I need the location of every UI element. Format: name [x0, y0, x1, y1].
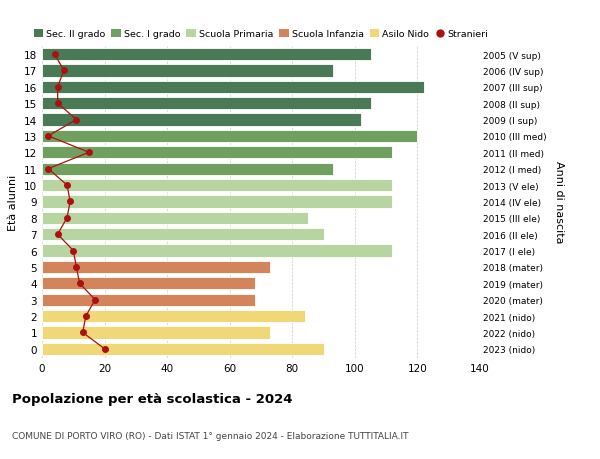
Bar [42, 278, 255, 290]
Bar [42, 81, 424, 94]
Bar [42, 163, 333, 175]
Bar [42, 147, 392, 159]
Bar [42, 310, 305, 323]
Legend: Sec. II grado, Sec. I grado, Scuola Primaria, Scuola Infanzia, Asilo Nido, Stran: Sec. II grado, Sec. I grado, Scuola Prim… [30, 26, 492, 43]
Y-axis label: Anni di nascita: Anni di nascita [554, 161, 563, 243]
Bar [42, 343, 323, 355]
Bar [42, 229, 323, 241]
Bar [42, 212, 308, 224]
Bar [42, 245, 392, 257]
Bar [42, 98, 371, 110]
Bar [42, 294, 255, 306]
Bar [42, 326, 271, 339]
Text: Popolazione per età scolastica - 2024: Popolazione per età scolastica - 2024 [12, 392, 293, 405]
Bar [42, 65, 333, 78]
Bar [42, 130, 418, 143]
Bar [42, 261, 271, 274]
Bar [42, 114, 361, 126]
Bar [42, 49, 371, 61]
Y-axis label: Età alunni: Età alunni [8, 174, 19, 230]
Text: COMUNE DI PORTO VIRO (RO) - Dati ISTAT 1° gennaio 2024 - Elaborazione TUTTITALIA: COMUNE DI PORTO VIRO (RO) - Dati ISTAT 1… [12, 431, 409, 441]
Bar [42, 179, 392, 192]
Bar [42, 196, 392, 208]
